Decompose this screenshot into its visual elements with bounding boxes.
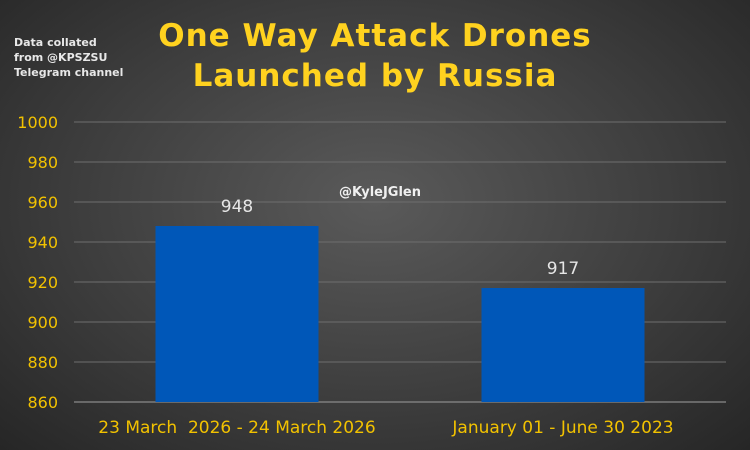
y-tick-label: 1000 <box>17 113 58 132</box>
bar <box>155 226 319 402</box>
bar <box>481 288 645 402</box>
y-tick-label: 900 <box>27 313 58 332</box>
y-axis-ticks: 860 880 900 920 940 960 980 1000 <box>17 113 58 412</box>
y-tick-label: 920 <box>27 273 58 292</box>
chart-title-line-2: Launched by Russia <box>192 58 558 94</box>
data-label: 917 <box>547 259 579 279</box>
category-label: January 01 - June 30 2023 <box>451 418 673 438</box>
category-label: 23 March 2026 - 24 March 2026 <box>98 418 375 438</box>
y-tick-label: 940 <box>27 233 58 252</box>
y-tick-label: 960 <box>27 193 58 212</box>
bars <box>155 226 645 402</box>
data-source-note: Data collated from @KPSZSU Telegram chan… <box>14 36 124 79</box>
chart-title: One Way Attack Drones Launched by Russia <box>130 16 620 96</box>
chart-title-line-1: One Way Attack Drones <box>158 18 592 54</box>
y-tick-label: 860 <box>27 393 58 412</box>
data-labels: 948 917 <box>221 197 579 279</box>
category-labels: 23 March 2026 - 24 March 2026 January 01 … <box>98 418 673 438</box>
watermark: @KyleJGlen <box>339 185 421 200</box>
y-tick-label: 880 <box>27 353 58 372</box>
y-tick-label: 980 <box>27 153 58 172</box>
data-label: 948 <box>221 197 253 217</box>
